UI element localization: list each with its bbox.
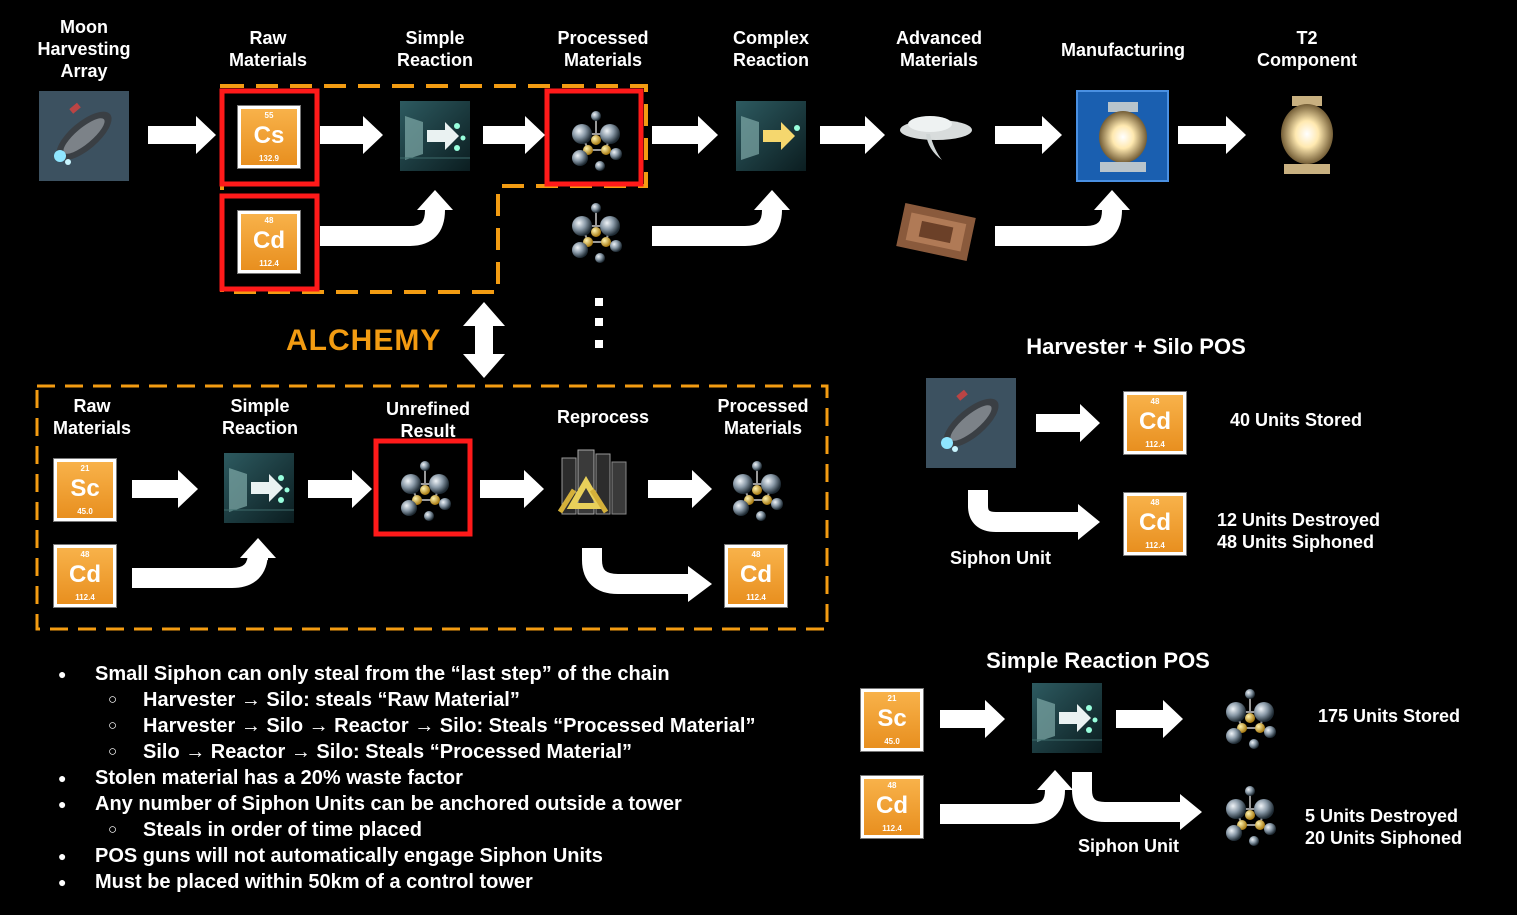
simple-reaction-icon	[399, 100, 471, 172]
element-tile-cs: 55 Cs 132.9	[238, 106, 300, 168]
harvester-stored-text: 40 Units Stored	[1230, 410, 1363, 430]
alchemy-scope-outline	[220, 84, 648, 294]
arrow	[1036, 404, 1100, 442]
arrow	[1116, 700, 1183, 738]
simple-reaction-icon	[223, 452, 295, 524]
element-tile-cd: 48 Cd 112.4	[1124, 493, 1186, 555]
moon-harvester-icon	[39, 91, 129, 181]
highlight-cd	[219, 193, 320, 292]
alchemy-stage-reprocess: Reprocess	[556, 407, 650, 427]
alchemy-stage-simple-reaction: Simple Reaction	[221, 396, 299, 438]
stage-label-processed-materials: Processed Materials	[557, 28, 649, 70]
curved-arrow	[1072, 772, 1182, 822]
reaction-destroyed-text: 5 Units Destroyed	[1305, 806, 1459, 826]
element-tile-cd: 48 Cd 112.4	[861, 776, 923, 838]
arrow	[483, 116, 545, 154]
curved-arrow	[968, 490, 1080, 532]
stage-label-raw-materials: Raw Materials	[228, 28, 308, 70]
alchemy-box	[35, 384, 829, 631]
stage-label-complex-reaction: Complex Reaction	[732, 28, 810, 70]
moon-harvester-icon	[926, 378, 1016, 468]
stage-label-simple-reaction: Simple Reaction	[396, 28, 474, 70]
element-tile-sc: 21 Sc 45.0	[861, 689, 923, 751]
alchemy-stage-raw-materials: Raw Materials	[52, 396, 132, 438]
note-subitem: Steals in order of time placed	[58, 818, 755, 844]
reprocess-icon	[557, 449, 627, 515]
arrow	[320, 116, 383, 154]
stage-label-manufacturing: Manufacturing	[1061, 40, 1185, 60]
curved-arrow	[582, 548, 690, 594]
simple-reaction-title: Simple Reaction POS	[986, 648, 1210, 673]
note-subitem: Harvester → Silo → Reactor → Silo: Steal…	[58, 714, 755, 740]
arrow	[308, 470, 372, 508]
arrow	[820, 116, 885, 154]
note-subitem: Harvester → Silo: steals “Raw Material”	[58, 688, 755, 714]
harvester-destroyed-text: 12 Units Destroyed	[1217, 510, 1381, 530]
element-tile-cd: 48 Cd 112.4	[725, 545, 787, 607]
advanced-material-smoke-icon	[900, 116, 972, 160]
siphon-unit-label: Siphon Unit	[950, 548, 1051, 568]
note-subitem: Silo → Reactor → Silo: Steals “Processed…	[58, 740, 755, 766]
notes-list: Small Siphon can only steal from the “la…	[58, 662, 755, 896]
processed-material-icon	[1225, 785, 1277, 847]
element-tile-cd: 48 Cd 112.4	[54, 545, 116, 607]
alchemy-stage-unrefined-result: Unrefined Result	[385, 399, 471, 441]
advanced-material-plate-icon	[896, 202, 976, 262]
curved-arrow	[652, 208, 782, 246]
unrefined-result-icon	[400, 460, 452, 522]
processed-material-icon	[571, 110, 623, 172]
complex-reaction-icon	[736, 101, 806, 171]
element-tile-sc: 21 Sc 45.0	[54, 459, 116, 521]
curved-arrow	[132, 551, 268, 588]
reaction-stored-text: 175 Units Stored	[1318, 706, 1461, 726]
note-item: Any number of Siphon Units can be anchor…	[58, 792, 755, 818]
arrow	[995, 116, 1062, 154]
note-item: Small Siphon can only steal from the “la…	[58, 662, 755, 688]
note-item: Stolen material has a 20% waste factor	[58, 766, 755, 792]
curved-arrow	[995, 208, 1122, 246]
t2-component-icon	[1281, 96, 1333, 174]
arrow	[1178, 116, 1246, 154]
highlight-unrefined	[373, 438, 473, 537]
arrow	[652, 116, 718, 154]
stage-label-t2-component: T2 Component	[1257, 28, 1357, 70]
arrow	[648, 470, 712, 508]
processed-material-icon	[732, 460, 784, 522]
processed-material-icon	[1225, 688, 1277, 750]
ellipsis-dots	[595, 298, 603, 348]
curved-arrow	[320, 208, 445, 246]
stage-label-moon-harvesting-array: Moon Harvesting Array	[37, 17, 131, 81]
highlight-cs	[219, 88, 320, 187]
manufacturing-icon	[1076, 90, 1169, 182]
note-item: Must be placed within 50km of a control …	[58, 870, 755, 896]
simple-reaction-icon	[1031, 682, 1103, 754]
alchemy-stage-processed-materials: Processed Materials	[717, 396, 809, 438]
alchemy-title: ALCHEMY	[286, 324, 442, 357]
curved-arrow	[940, 789, 1065, 824]
element-tile-cd: 48 Cd 112.4	[1124, 392, 1186, 454]
stage-label-advanced-materials: Advanced Materials	[895, 28, 983, 70]
highlight-processed	[544, 88, 644, 187]
arrow	[940, 700, 1005, 738]
element-tile-cd: 48 Cd 112.4	[238, 211, 300, 273]
siphon-unit-label: Siphon Unit	[1078, 836, 1179, 856]
arrow	[480, 470, 544, 508]
reaction-siphoned-text: 20 Units Siphoned	[1305, 828, 1463, 848]
processed-material-icon	[571, 202, 623, 264]
double-arrow	[463, 302, 505, 378]
arrow	[132, 470, 198, 508]
arrow	[148, 116, 216, 154]
note-item: POS guns will not automatically engage S…	[58, 844, 755, 870]
harvester-silo-title: Harvester + Silo POS	[1026, 334, 1246, 359]
harvester-siphoned-text: 48 Units Siphoned	[1217, 532, 1375, 552]
